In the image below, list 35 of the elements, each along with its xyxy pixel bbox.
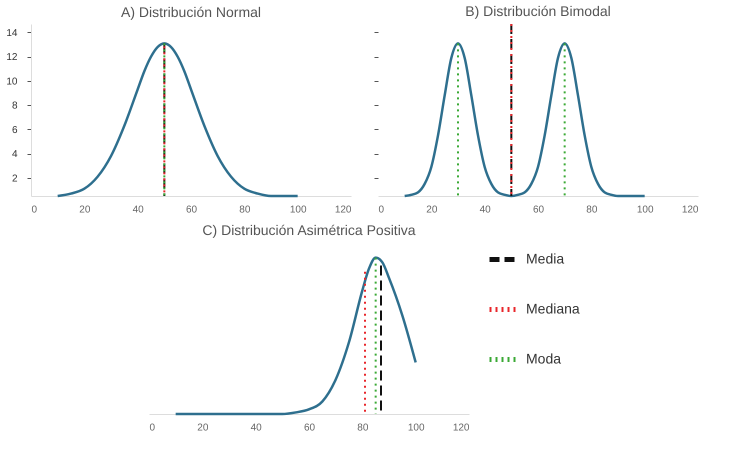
x-tick-label: 80 <box>239 204 251 216</box>
x-tick-label: 0 <box>378 204 384 216</box>
y-tick-label: 12 <box>6 52 18 64</box>
y-tick-label: 4 <box>12 149 18 160</box>
x-tick-label: 20 <box>79 204 91 216</box>
x-tick-label: 40 <box>480 204 492 216</box>
y-tick-label: 6 <box>12 124 18 136</box>
chart-title: B) Distribución Bimodal <box>465 3 611 19</box>
x-tick-label: 100 <box>636 204 654 216</box>
x-tick-label: 40 <box>132 204 144 216</box>
x-tick-label: 0 <box>150 422 156 434</box>
x-tick-label: 60 <box>186 204 198 216</box>
x-tick-label: 80 <box>357 422 369 434</box>
legend-label: Mediana <box>526 300 580 316</box>
x-tick-label: 120 <box>682 204 699 216</box>
chart-title: C) Distribución Asimétrica Positiva <box>202 222 416 238</box>
y-tick-label: 8 <box>12 100 18 112</box>
x-tick-label: 20 <box>426 204 438 216</box>
x-tick-label: 120 <box>334 204 352 216</box>
x-tick-label: 20 <box>197 422 209 434</box>
x-tick-label: 0 <box>32 204 38 216</box>
x-tick-label: 60 <box>304 422 316 434</box>
legend-label: Media <box>526 250 564 266</box>
legend-label: Moda <box>526 350 562 366</box>
y-tick-label: 14 <box>6 28 18 39</box>
y-tick-label: 2 <box>12 173 18 184</box>
x-tick-label: 60 <box>532 204 544 216</box>
x-tick-label: 80 <box>586 204 598 216</box>
x-tick-label: 120 <box>452 422 470 434</box>
y-tick-label: 10 <box>6 76 18 88</box>
line-series <box>56 42 299 198</box>
x-tick-label: 100 <box>408 422 425 434</box>
chart-title: A) Distribución Normal <box>120 4 262 20</box>
x-tick-label: 100 <box>290 204 307 216</box>
x-tick-label: 40 <box>250 422 262 434</box>
